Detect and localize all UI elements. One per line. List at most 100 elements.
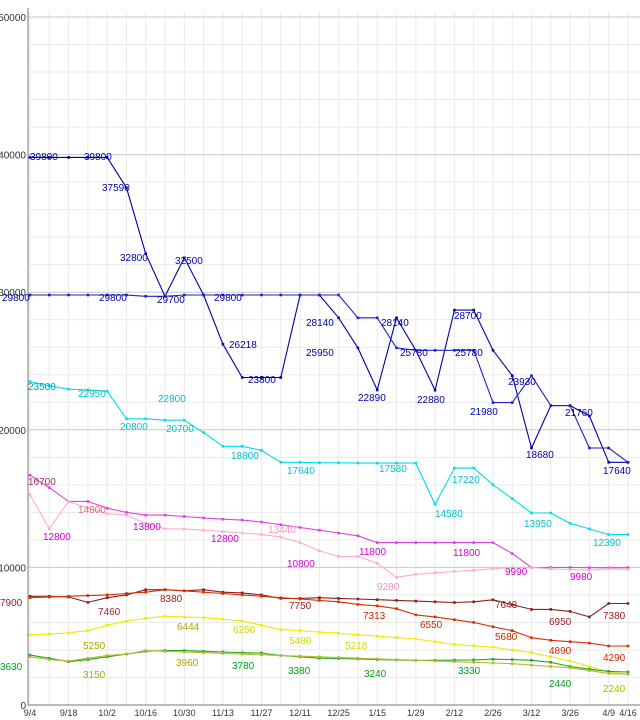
- data-point-magenta: [472, 541, 475, 544]
- value-label: 17640: [287, 466, 315, 477]
- data-point-navy-a: [433, 388, 437, 392]
- value-label: 7900: [0, 598, 23, 609]
- data-point-red: [433, 615, 437, 619]
- data-point-green: [28, 653, 32, 657]
- data-point-cyan: [86, 388, 90, 392]
- data-point-red: [530, 636, 533, 639]
- data-point-navy-a: [375, 388, 379, 392]
- data-point-cyan: [144, 417, 147, 421]
- data-point-olive: [626, 672, 630, 676]
- data-point-green: [240, 651, 244, 654]
- value-label: 7380: [603, 611, 626, 622]
- data-point-navy-b: [279, 293, 283, 297]
- data-point-pink: [298, 541, 302, 544]
- data-point-olive: [298, 654, 302, 658]
- data-point-yellow: [105, 623, 109, 627]
- value-label: 21980: [470, 407, 498, 418]
- data-point-yellow: [375, 634, 379, 638]
- data-point-olive: [202, 651, 205, 654]
- data-point-navy-b: [433, 349, 437, 352]
- value-label: 17580: [379, 464, 407, 475]
- data-point-magenta: [163, 513, 167, 517]
- x-axis-label: 3/26: [561, 708, 579, 718]
- data-point-navy-a: [356, 346, 360, 350]
- x-axis-label: 10/30: [173, 708, 196, 718]
- value-label: 3380: [288, 666, 311, 677]
- data-point-magenta: [626, 566, 630, 569]
- data-point-pink: [28, 493, 32, 496]
- value-label: 7460: [98, 607, 121, 618]
- data-point-pink: [105, 512, 109, 515]
- data-point-navy-a: [105, 156, 109, 159]
- data-point-maroon: [511, 603, 514, 606]
- data-point-navy-b: [260, 293, 263, 297]
- data-point-magenta: [414, 541, 418, 544]
- data-point-olive: [105, 654, 109, 657]
- data-point-cyan: [260, 449, 263, 452]
- series-line-pink: [29, 494, 629, 578]
- value-label: 20700: [166, 424, 194, 435]
- data-point-yellow: [28, 633, 32, 637]
- data-point-green: [453, 658, 456, 662]
- value-label: 6250: [233, 625, 256, 636]
- data-point-pink: [48, 527, 51, 531]
- data-point-red: [511, 629, 514, 632]
- value-label: 23800: [248, 375, 276, 386]
- value-label: 39800: [84, 152, 112, 163]
- data-point-cyan: [626, 533, 630, 536]
- data-point-cyan: [183, 418, 186, 422]
- data-point-cyan: [337, 461, 340, 465]
- y-axis-label: 50000: [0, 13, 26, 24]
- value-label: 26218: [229, 340, 257, 351]
- data-point-cyan: [28, 380, 32, 383]
- data-point-magenta: [453, 541, 456, 544]
- data-point-pink: [202, 528, 205, 532]
- value-label: 13950: [524, 519, 552, 530]
- data-point-red: [260, 595, 263, 598]
- value-label: 22800: [158, 394, 186, 405]
- value-label: 23500: [28, 382, 56, 393]
- data-point-magenta: [240, 518, 244, 522]
- value-label: 7313: [363, 611, 386, 622]
- x-axis-label: 1/29: [407, 708, 425, 718]
- data-point-green: [183, 649, 186, 652]
- data-point-green: [491, 657, 495, 661]
- value-label: 25950: [306, 348, 334, 359]
- data-point-navy-b: [28, 293, 32, 297]
- data-point-red: [549, 639, 553, 642]
- data-point-magenta: [395, 541, 398, 544]
- data-point-olive: [491, 661, 495, 665]
- data-point-pink: [337, 555, 340, 558]
- data-point-maroon: [144, 588, 147, 591]
- data-point-navy-b: [375, 316, 379, 320]
- value-label: 5218: [345, 641, 368, 652]
- data-point-navy-b: [588, 446, 591, 450]
- data-point-navy-a: [607, 461, 610, 464]
- data-point-red: [588, 641, 591, 645]
- data-point-magenta: [298, 526, 302, 529]
- data-point-pink: [240, 531, 244, 535]
- data-point-maroon: [375, 598, 379, 601]
- data-point-navy-a: [472, 308, 475, 312]
- data-point-maroon: [28, 595, 32, 598]
- data-point-pink: [549, 567, 553, 571]
- data-point-navy-b: [568, 404, 572, 407]
- data-point-cyan: [356, 461, 360, 465]
- series-line-magenta: [29, 474, 628, 569]
- data-point-cyan: [279, 461, 283, 464]
- value-label: 6550: [420, 620, 443, 631]
- data-point-navy-b: [607, 446, 610, 450]
- data-point-red: [144, 590, 147, 594]
- data-point-olive: [511, 662, 514, 665]
- data-point-maroon: [530, 608, 533, 611]
- data-point-yellow: [221, 617, 225, 621]
- value-label: 39800: [30, 152, 58, 163]
- value-label: 28700: [454, 311, 482, 322]
- data-point-cyan: [163, 418, 167, 422]
- data-point-pink: [67, 500, 70, 503]
- value-label: 11800: [359, 547, 387, 558]
- data-point-red: [318, 599, 321, 602]
- value-label: 37590: [102, 183, 130, 194]
